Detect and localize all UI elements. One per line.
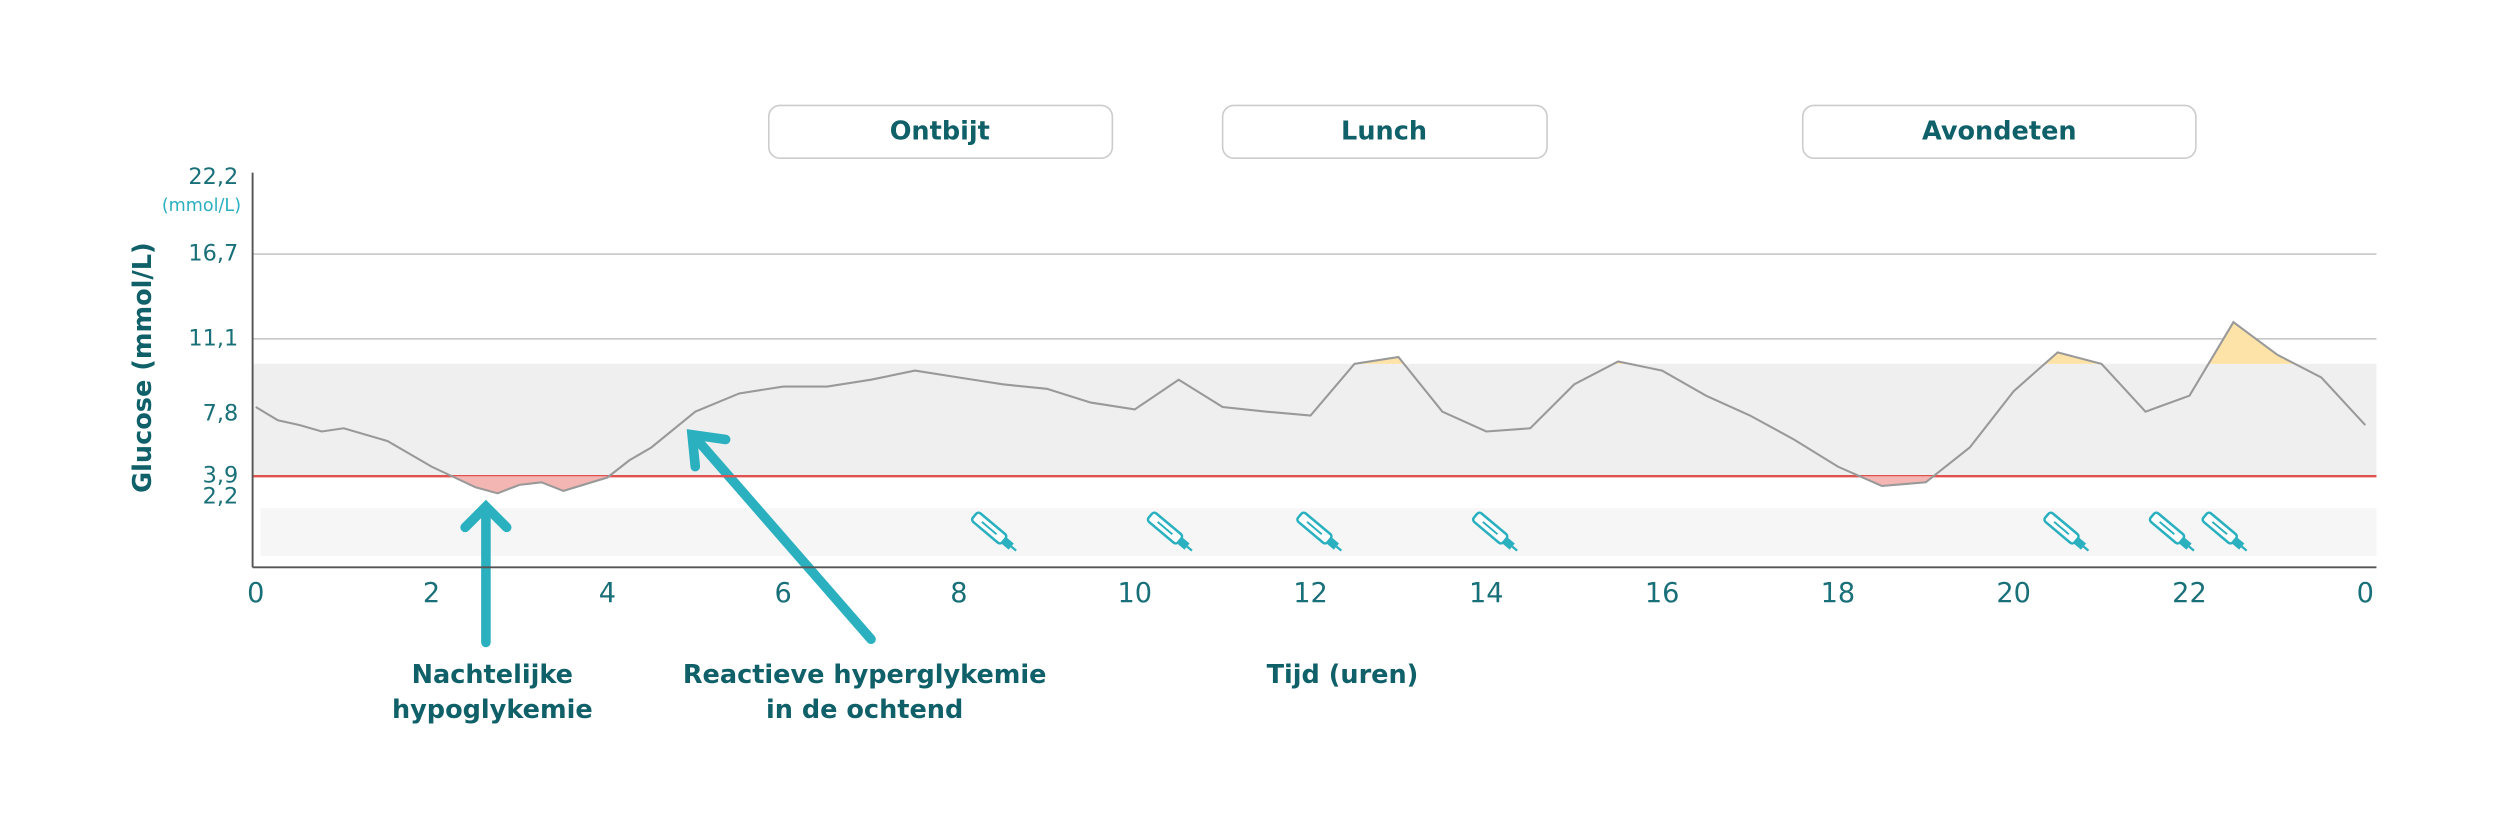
pen-needle (1010, 545, 1017, 552)
pen-needle (1511, 545, 1518, 552)
insulin-pen (970, 511, 1017, 552)
pen-cap (1001, 537, 1014, 550)
y-unit: (mmol/L) (162, 196, 241, 216)
x-tick-label: 8 (950, 578, 967, 609)
pen-mark (2053, 521, 2070, 535)
pen-needle (2082, 545, 2090, 552)
x-tick-label: 20 (1996, 578, 2031, 609)
pen-mark (981, 521, 998, 535)
x-tick-label: 10 (1117, 578, 1152, 609)
insulin-pen (2043, 511, 2090, 552)
pen-cap (1326, 537, 1340, 550)
x-axis-title: Tijd (uren) (1267, 660, 1419, 690)
pen-cap (2231, 537, 2245, 550)
meal-label: Ontbijt (890, 117, 990, 147)
insulin-pen (1146, 511, 1193, 552)
insulin-pen (1471, 511, 1518, 552)
y-tick-label: 16,7 (188, 241, 238, 267)
hypo-area (452, 476, 1934, 494)
y-tick-label: 22,2 (188, 164, 238, 190)
meal-box (1221, 104, 1548, 160)
pen-cap (2073, 537, 2087, 550)
annotation: Reactieve hyperglykemie (683, 660, 1047, 690)
meal-label: Lunch (1341, 117, 1427, 147)
pen-needle (2241, 545, 2248, 552)
pen-mark (1157, 521, 1173, 535)
target-range (252, 363, 2377, 477)
insulin-pen (2148, 511, 2195, 552)
y-tick-label: 2,2 (203, 484, 239, 510)
meal-label: Avondeten (1922, 117, 2077, 147)
meal-box (1801, 104, 2197, 160)
x-tick-label: 2 (423, 578, 440, 609)
pen-cap (1502, 537, 1515, 550)
y-tick-label: 3,9 (203, 463, 239, 489)
arrow-head (460, 499, 512, 533)
annotation: hypoglykemie (392, 695, 593, 725)
x-tick-label: 0 (247, 578, 264, 609)
arrow (692, 434, 876, 645)
glucose-line (255, 320, 2367, 495)
pen-mark (2159, 521, 2175, 535)
x-tick-label: 14 (1469, 578, 1504, 609)
x-tick-label: 18 (1821, 578, 1856, 609)
pen-needle (2188, 545, 2195, 552)
annotation: in de ochtend (766, 695, 963, 725)
x-tick-label: 22 (2172, 578, 2207, 609)
pen-mark (1482, 521, 1499, 535)
pen-cap (2179, 537, 2192, 550)
x-tick-label: 16 (1645, 578, 1680, 609)
x-tick-label: 4 (599, 578, 616, 609)
y-axis-title: Glucose (mmol/L) (128, 242, 158, 493)
insulin-pen (2201, 511, 2248, 552)
y-tick-label: 7,8 (203, 400, 239, 426)
insulin-pen (1296, 511, 1343, 552)
pen-needle (1186, 545, 1193, 552)
annotation: Nachtelijke (412, 660, 573, 690)
y-tick-label: 11,1 (188, 325, 238, 351)
pen-mark (1306, 521, 1323, 535)
pen-needle (1335, 545, 1343, 552)
pen-cap (1177, 537, 1190, 550)
meal-box (767, 104, 1114, 160)
arrow-head (686, 429, 731, 472)
x-tick-label: 12 (1293, 578, 1328, 609)
x-tick-label: 6 (775, 578, 792, 609)
pen-mark (2211, 521, 2228, 535)
x-tick-label: 0 (2357, 578, 2374, 609)
arrows (460, 429, 876, 648)
